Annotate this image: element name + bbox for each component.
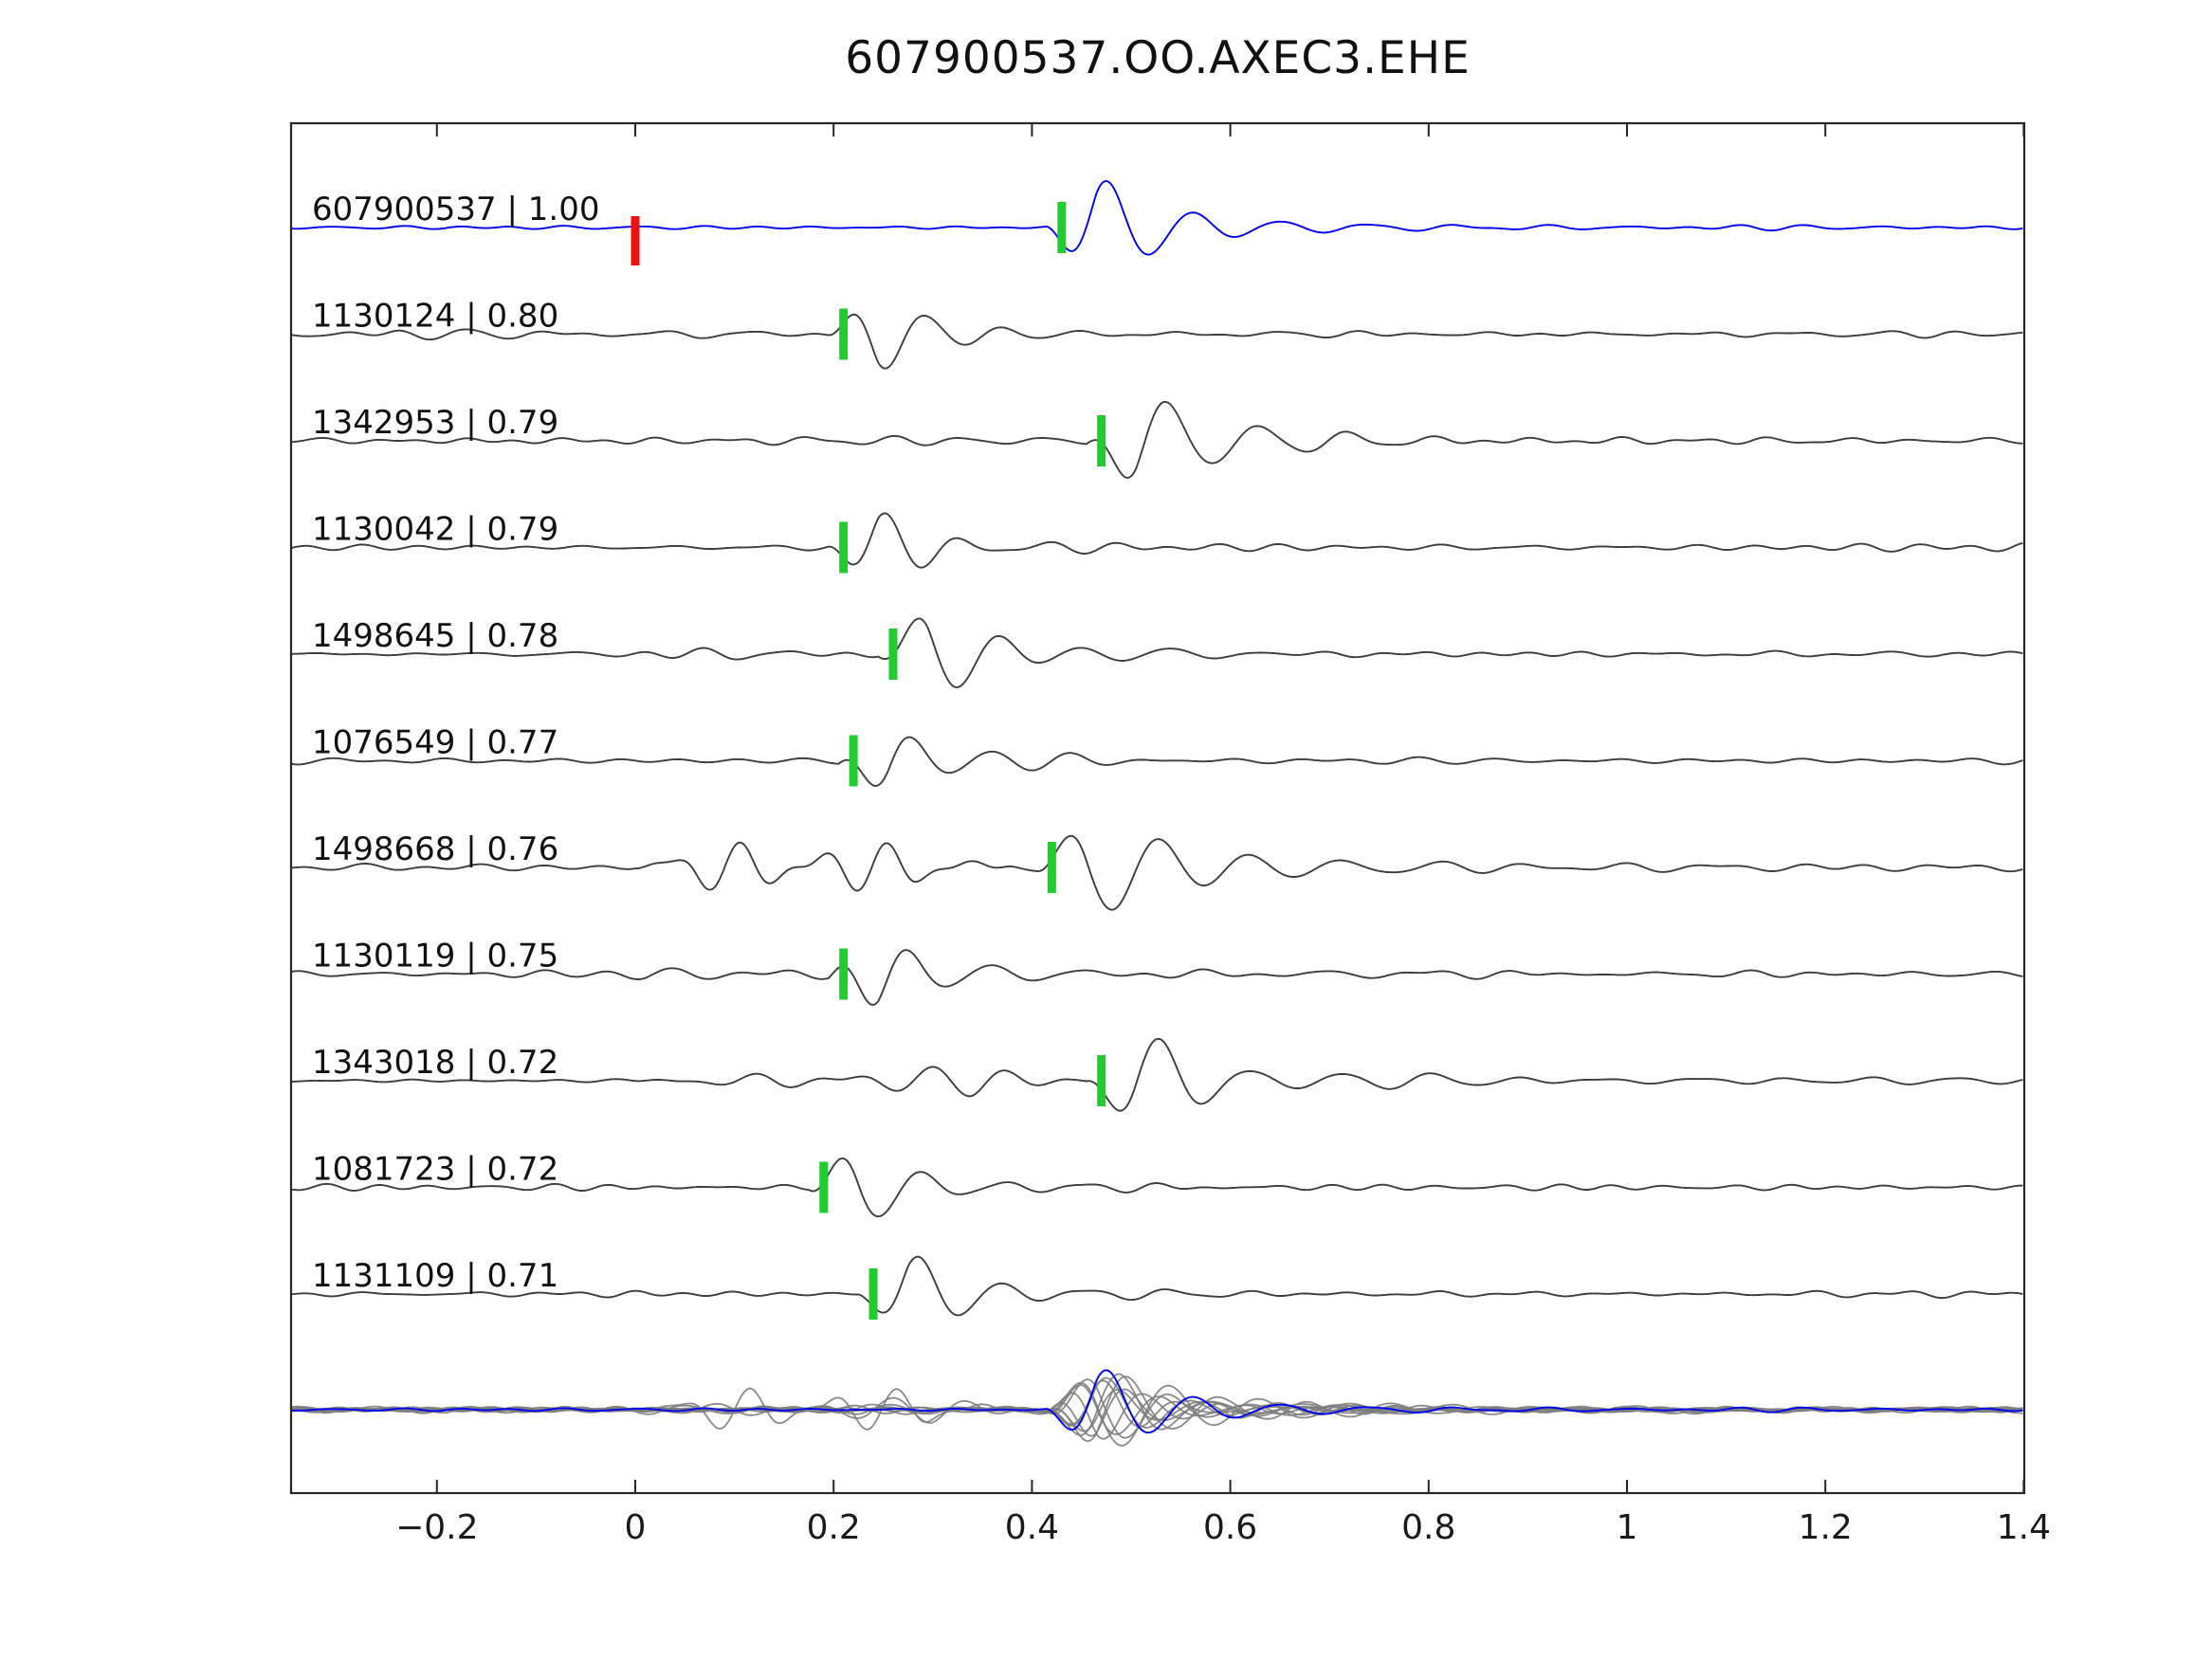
trace-path-1131109 bbox=[291, 1255, 2023, 1317]
overlay-reference-path bbox=[291, 1369, 2023, 1434]
trace-label: 1076549 | 0.77 bbox=[312, 724, 558, 762]
trace-path-1076549 bbox=[291, 736, 2023, 787]
overlay-group bbox=[291, 1369, 2023, 1447]
trace-label: 1131109 | 0.71 bbox=[312, 1257, 558, 1295]
figure-title: 607900537.OO.AXEC3.EHE bbox=[845, 32, 1471, 84]
x-tick-label: 1 bbox=[1617, 1508, 1638, 1547]
trace-label: 1498668 | 0.76 bbox=[312, 830, 558, 868]
trace-label: 1343018 | 0.72 bbox=[312, 1044, 558, 1082]
trace-label: 1498645 | 0.78 bbox=[312, 617, 558, 655]
x-tick-label: 0.4 bbox=[1005, 1508, 1059, 1547]
pick-marker-1130042 bbox=[839, 521, 849, 574]
trace-path-1498668 bbox=[291, 834, 2023, 911]
trace-label: 1342953 | 0.79 bbox=[312, 404, 558, 442]
pick-marker-1343018 bbox=[1097, 1055, 1106, 1106]
trace-path-1342953 bbox=[291, 400, 2023, 479]
reference-pick-marker bbox=[631, 216, 640, 265]
trace-label: 1130124 | 0.80 bbox=[312, 298, 558, 336]
traces-group: 607900537 | 1.00 1130124 | 0.80 1342953 | … bbox=[291, 179, 2023, 1320]
pick-marker-1076549 bbox=[849, 735, 858, 787]
trace-path-607900537 bbox=[291, 179, 2023, 256]
trace-path-1130119 bbox=[291, 949, 2023, 1006]
x-tick-label: −0.2 bbox=[395, 1508, 478, 1547]
trace-path-1343018 bbox=[291, 1037, 2023, 1112]
axes-box bbox=[289, 121, 2026, 1495]
pick-marker-1342953 bbox=[1097, 415, 1106, 466]
trace-label: 1130119 | 0.75 bbox=[312, 938, 558, 975]
trace-label: 1130042 | 0.79 bbox=[312, 511, 558, 549]
pick-marker-1498645 bbox=[888, 629, 898, 680]
x-tick-label: 0 bbox=[625, 1508, 647, 1547]
trace-path-1130124 bbox=[291, 313, 2023, 370]
trace-path-1130042 bbox=[291, 512, 2023, 569]
x-tick-label: 0.8 bbox=[1401, 1508, 1455, 1547]
trace-path-1498645 bbox=[291, 617, 2023, 688]
pick-marker-1498668 bbox=[1047, 842, 1056, 893]
pick-marker-607900537 bbox=[1057, 202, 1067, 253]
pick-marker-1131109 bbox=[868, 1268, 878, 1320]
trace-path-1081723 bbox=[291, 1157, 2023, 1218]
x-tick-label: 0.6 bbox=[1203, 1508, 1257, 1547]
pick-marker-1130124 bbox=[839, 308, 849, 360]
pick-marker-1081723 bbox=[819, 1161, 829, 1213]
overlay-trace-path-1343018 bbox=[291, 1373, 2023, 1436]
pick-marker-1130119 bbox=[839, 948, 849, 1000]
trace-label: 607900537 | 1.00 bbox=[312, 191, 599, 228]
x-tick-label: 1.4 bbox=[1997, 1508, 2051, 1547]
x-tick-label: 0.2 bbox=[807, 1508, 861, 1547]
trace-label: 1081723 | 0.72 bbox=[312, 1151, 558, 1189]
x-tick-label: 1.2 bbox=[1799, 1508, 1853, 1547]
